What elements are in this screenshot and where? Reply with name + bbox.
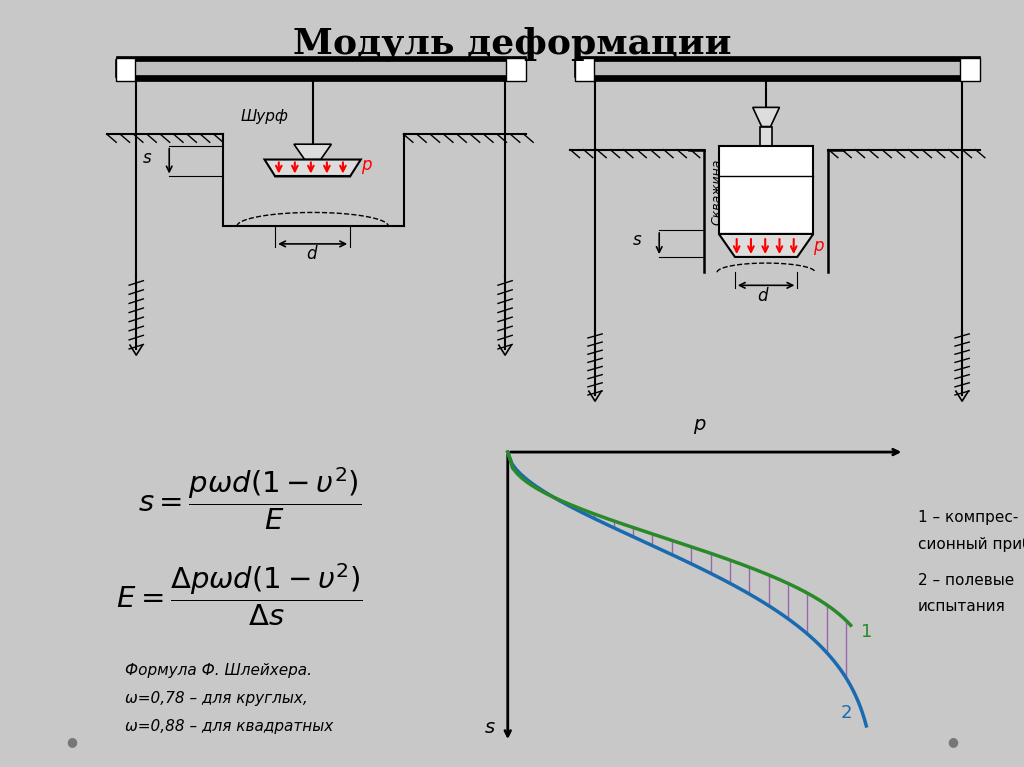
Polygon shape [753, 107, 779, 127]
Text: ●: ● [67, 735, 77, 748]
Text: 2 – полевые: 2 – полевые [918, 573, 1014, 588]
Text: ω=0,88 – для квадратных: ω=0,88 – для квадратных [125, 719, 333, 735]
Text: $p$: $p$ [692, 417, 707, 436]
Bar [719, 146, 813, 234]
Text: $d$: $d$ [757, 288, 770, 305]
Text: $s$: $s$ [142, 149, 153, 166]
Text: 1 – компрес-: 1 – компрес- [918, 510, 1018, 525]
Polygon shape [719, 234, 813, 257]
Polygon shape [294, 144, 332, 160]
Text: испытания: испытания [918, 598, 1006, 614]
Bar [506, 58, 525, 81]
Bar [574, 58, 594, 81]
Text: $d$: $d$ [305, 245, 318, 263]
Bar [116, 56, 525, 61]
Text: Модуль деформации: Модуль деформации [293, 27, 731, 61]
Bar [574, 60, 980, 77]
Text: ●: ● [947, 735, 957, 748]
Bar [574, 56, 980, 61]
Text: Формула Ф. Шлейхера.: Формула Ф. Шлейхера. [125, 663, 311, 678]
Bar [116, 60, 525, 77]
Text: $s$: $s$ [633, 231, 643, 249]
Text: $E = \dfrac{\Delta p\omega d\left(1-\upsilon^2\right)}{\Delta s}$: $E = \dfrac{\Delta p\omega d\left(1-\ups… [116, 562, 362, 628]
Text: сионный прибор: сионный прибор [918, 536, 1024, 552]
Text: $\mathit{1}$: $\mathit{1}$ [859, 624, 871, 641]
Polygon shape [264, 160, 360, 176]
Bar [116, 75, 525, 81]
Text: $p$: $p$ [813, 239, 825, 257]
Text: $p$: $p$ [360, 158, 373, 176]
Text: $\mathit{2}$: $\mathit{2}$ [840, 704, 851, 722]
Bar [574, 75, 980, 81]
Text: Шурф: Шурф [241, 109, 289, 124]
Bar [116, 58, 135, 81]
Text: Скважина: Скважина [710, 159, 723, 225]
Bar [961, 58, 980, 81]
Bar [760, 127, 772, 146]
Text: $s$: $s$ [484, 718, 496, 737]
Text: ω=0,78 – для круглых,: ω=0,78 – для круглых, [125, 691, 307, 706]
Text: $s = \dfrac{p\omega d\left(1-\upsilon^2\right)}{E}$: $s = \dfrac{p\omega d\left(1-\upsilon^2\… [138, 466, 361, 532]
